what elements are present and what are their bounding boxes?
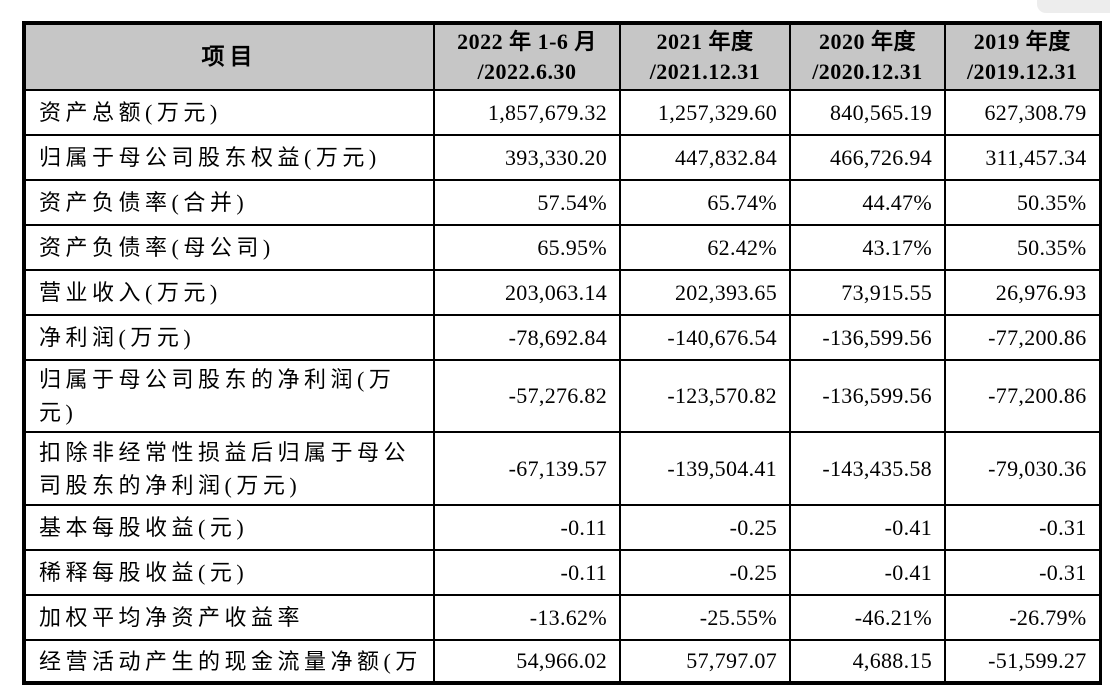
header-period-line1: 2020 年度: [818, 29, 916, 54]
header-period-line1: 2019 年度: [973, 29, 1071, 54]
table-row-weighted-roe: 加权平均净资产收益率 -13.62% -25.55% -46.21% -26.7…: [23, 594, 1101, 641]
table-cell: 44.47%: [789, 179, 946, 226]
table-cell: -0.25: [619, 504, 791, 551]
row-label: 经营活动产生的现金流量净额(万: [23, 639, 435, 684]
row-label: 营业收入(万元): [23, 269, 435, 316]
table-cell: -77,200.86: [944, 314, 1101, 361]
table-cell: 73,915.55: [789, 269, 946, 316]
table-cell: 203,063.14: [433, 269, 621, 316]
row-label: 资产负债率(母公司): [23, 224, 435, 271]
table-row-basic-eps: 基本每股收益(元) -0.11 -0.25 -0.41 -0.31: [23, 504, 1101, 551]
table-cell: 627,308.79: [944, 89, 1101, 136]
row-label: 加权平均净资产收益率: [23, 594, 435, 641]
table-cell: 1,857,679.32: [433, 89, 621, 136]
table-cell: -0.25: [619, 549, 791, 596]
table-row-net-profit: 净利润(万元) -78,692.84 -140,676.54 -136,599.…: [23, 314, 1101, 361]
table-cell: 1,257,329.60: [619, 89, 791, 136]
table-cell: 840,565.19: [789, 89, 946, 136]
table-cell: 57,797.07: [619, 639, 791, 684]
table-cell: -143,435.58: [789, 431, 946, 506]
table-cell: -0.31: [944, 549, 1101, 596]
table-cell: -139,504.41: [619, 431, 791, 506]
table-cell: 447,832.84: [619, 134, 791, 181]
table-cell: -51,599.27: [944, 639, 1101, 684]
table-cell: -13.62%: [433, 594, 621, 641]
table-cell: -67,139.57: [433, 431, 621, 506]
header-item: 项目: [23, 22, 435, 91]
header-period-2020: 2020 年度 /2020.12.31: [789, 22, 946, 91]
header-period-2019: 2019 年度 /2019.12.31: [944, 22, 1101, 91]
table-cell: 50.35%: [944, 179, 1101, 226]
table-cell: -0.11: [433, 504, 621, 551]
table-cell: -78,692.84: [433, 314, 621, 361]
table-cell: 393,330.20: [433, 134, 621, 181]
table-cell: 65.74%: [619, 179, 791, 226]
row-label: 基本每股收益(元): [23, 504, 435, 551]
table-row-operating-revenue: 营业收入(万元) 203,063.14 202,393.65 73,915.55…: [23, 269, 1101, 316]
table-row-debt-ratio-consolidated: 资产负债率(合并) 57.54% 65.74% 44.47% 50.35%: [23, 179, 1101, 226]
corner-fragment: [1037, 0, 1110, 13]
table-cell: -26.79%: [944, 594, 1101, 641]
table-cell: -140,676.54: [619, 314, 791, 361]
row-label: 稀释每股收益(元): [23, 549, 435, 596]
header-period-line2: /2022.6.30: [477, 59, 577, 84]
table-row-net-profit-deducted: 扣除非经常性损益后归属于母公司股东的净利润(万元) -67,139.57 -13…: [23, 431, 1101, 506]
table-cell: -136,599.56: [789, 314, 946, 361]
table-cell: -57,276.82: [433, 359, 621, 433]
table-cell: 26,976.93: [944, 269, 1101, 316]
table-row-total-assets: 资产总额(万元) 1,857,679.32 1,257,329.60 840,5…: [23, 89, 1101, 136]
table-cell: 50.35%: [944, 224, 1101, 271]
row-label: 资产总额(万元): [23, 89, 435, 136]
table-cell: -46.21%: [789, 594, 946, 641]
row-label: 资产负债率(合并): [23, 179, 435, 226]
row-label: 归属于母公司股东权益(万元): [23, 134, 435, 181]
table-cell: -0.41: [789, 504, 946, 551]
row-label: 净利润(万元): [23, 314, 435, 361]
table-cell: -0.41: [789, 549, 946, 596]
table-cell: -25.55%: [619, 594, 791, 641]
table-cell: -123,570.82: [619, 359, 791, 433]
header-period-line1: 2021 年度: [656, 29, 754, 54]
header-period-line1: 2022 年 1-6 月: [457, 29, 597, 54]
header-period-line2: /2019.12.31: [966, 59, 1078, 84]
table-cell: 54,966.02: [433, 639, 621, 684]
table-cell: -0.11: [433, 549, 621, 596]
table-cell: 62.42%: [619, 224, 791, 271]
table-cell: -77,200.86: [944, 359, 1101, 433]
table-header-row: 项目 2022 年 1-6 月 /2022.6.30 2021 年度 /2021…: [23, 22, 1101, 91]
header-period-2022: 2022 年 1-6 月 /2022.6.30: [433, 22, 621, 91]
table-row-net-profit-parent: 归属于母公司股东的净利润(万元) -57,276.82 -123,570.82 …: [23, 359, 1101, 433]
financial-summary-table: 项目 2022 年 1-6 月 /2022.6.30 2021 年度 /2021…: [22, 21, 1102, 685]
table-cell: -136,599.56: [789, 359, 946, 433]
table-cell: -0.31: [944, 504, 1101, 551]
table-cell: 466,726.94: [789, 134, 946, 181]
header-period-line2: /2021.12.31: [649, 59, 761, 84]
table-cell: 43.17%: [789, 224, 946, 271]
header-period-2021: 2021 年度 /2021.12.31: [619, 22, 791, 91]
table-row-parent-equity: 归属于母公司股东权益(万元) 393,330.20 447,832.84 466…: [23, 134, 1101, 181]
table-cell: -79,030.36: [944, 431, 1101, 506]
table-cell: 311,457.34: [944, 134, 1101, 181]
table-cell: 57.54%: [433, 179, 621, 226]
row-label: 扣除非经常性损益后归属于母公司股东的净利润(万元): [23, 431, 435, 506]
table-cell: 202,393.65: [619, 269, 791, 316]
table-cell: 4,688.15: [789, 639, 946, 684]
table-row-diluted-eps: 稀释每股收益(元) -0.11 -0.25 -0.41 -0.31: [23, 549, 1101, 596]
table-cell: 65.95%: [433, 224, 621, 271]
table-row-debt-ratio-parent: 资产负债率(母公司) 65.95% 62.42% 43.17% 50.35%: [23, 224, 1101, 271]
table-row-operating-cash-flow: 经营活动产生的现金流量净额(万 54,966.02 57,797.07 4,68…: [23, 639, 1101, 684]
header-period-line2: /2020.12.31: [812, 59, 923, 84]
row-label: 归属于母公司股东的净利润(万元): [23, 359, 435, 433]
